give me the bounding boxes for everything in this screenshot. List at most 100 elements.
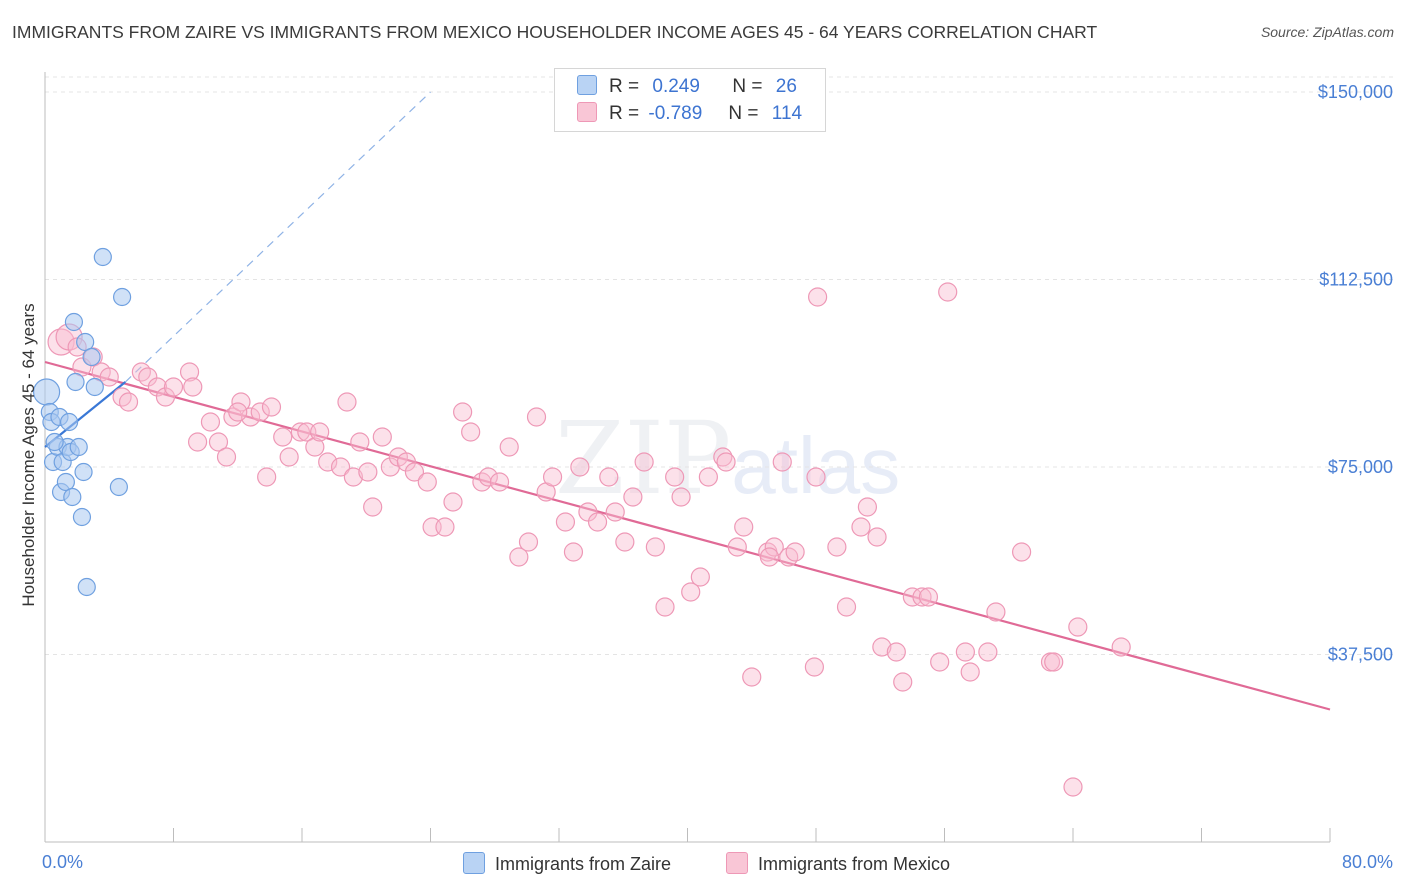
x-tick-label: 80.0% — [1342, 852, 1393, 872]
mexico-point — [250, 402, 270, 422]
mexico-point — [734, 517, 754, 537]
mexico-point — [526, 407, 547, 427]
mexico-point — [435, 517, 455, 537]
axis-labels: $37,500 $75,000 $112,500 $150,000 0.0% 80.0% H… — [19, 82, 1393, 872]
legend-n-label: N = — [732, 76, 763, 97]
legend-n-label: N = — [728, 103, 759, 124]
bottom-legend-swatch-zaire — [463, 852, 485, 874]
zaire-point — [74, 462, 93, 482]
legend-swatch-mexico — [577, 102, 597, 122]
bottom-legend-zaire: Immigrants from Zaire — [463, 852, 671, 875]
watermark-zip: ZIP — [555, 400, 732, 517]
mexico-point — [404, 462, 425, 482]
mexico-point — [163, 377, 184, 397]
mexico-point — [779, 547, 799, 567]
x-tick-label: 0.0% — [42, 852, 83, 872]
mexico-point — [99, 367, 119, 387]
mexico-point — [200, 412, 221, 432]
mexico-point — [690, 567, 710, 587]
mexico-point — [417, 472, 437, 492]
correlation-legend: R = 0.249 N = 26 R = -0.789 N = 114 — [554, 68, 826, 132]
mexico-point — [978, 642, 998, 662]
mexico-point — [563, 542, 584, 562]
mexico-point — [827, 537, 847, 557]
legend-row-mexico: R = -0.789 N = 114 — [577, 102, 802, 126]
mexico-point — [183, 377, 203, 397]
mexico-point — [542, 467, 563, 487]
mexico-point — [489, 472, 510, 492]
mexico-point — [599, 467, 619, 487]
mexico-point — [806, 467, 826, 487]
mexico-point — [257, 467, 277, 487]
mexico-point — [764, 537, 784, 557]
mexico-point — [570, 457, 590, 477]
mexico-point — [358, 462, 378, 482]
y-tick-label: $75,000 — [1328, 457, 1393, 477]
mexico-point — [955, 642, 975, 662]
mexico-point — [804, 657, 824, 677]
bottom-legend-label-zaire: Immigrants from Zaire — [495, 854, 672, 874]
mexico-point — [867, 527, 887, 547]
mexico-point — [912, 587, 932, 607]
mexico-point — [499, 437, 519, 457]
mexico-point — [1068, 617, 1088, 637]
mexico-point — [47, 328, 75, 356]
zaire-point — [82, 347, 101, 367]
mexico-point — [727, 537, 747, 557]
mexico-point — [808, 287, 828, 307]
mexico-point — [772, 452, 792, 472]
zaire-point — [56, 472, 75, 492]
mexico-point — [279, 447, 299, 467]
mexico-point — [555, 512, 576, 532]
mexico-points — [47, 282, 1131, 797]
zaire-point — [112, 287, 132, 307]
legend-r-label: R = — [609, 76, 640, 97]
mexico-point — [518, 532, 539, 552]
bottom-legend-mexico: Immigrants from Mexico — [726, 852, 950, 875]
zaire-point — [85, 377, 104, 397]
mexico-point — [216, 447, 237, 467]
mexico-point — [273, 427, 293, 447]
legend-row-zaire: R = 0.249 N = 26 — [577, 75, 797, 99]
mexico-point — [851, 517, 871, 537]
mexico-point — [350, 432, 370, 452]
zaire-point — [66, 372, 85, 392]
mexico-point — [261, 397, 282, 417]
mexico-point — [1044, 652, 1064, 672]
mexico-point — [290, 422, 310, 442]
y-tick-label: $37,500 — [1328, 645, 1393, 665]
zaire-point — [59, 412, 79, 432]
mexico-point — [938, 282, 958, 302]
mexico-point — [179, 362, 200, 382]
mexico-point — [986, 602, 1006, 622]
mexico-point — [665, 467, 685, 487]
mexico-point — [187, 432, 208, 452]
source-credit: Source: ZipAtlas.com — [1260, 24, 1394, 40]
mexico-point — [681, 582, 701, 602]
mexico-point — [118, 392, 139, 412]
legend-r-value-zaire: 0.249 — [652, 76, 700, 97]
legend-n-value-zaire: 26 — [775, 76, 797, 97]
mexico-point — [1063, 777, 1083, 797]
mexico-point — [241, 407, 261, 427]
mexico-point — [742, 667, 762, 687]
mexico-point — [318, 452, 338, 472]
y-tick-label: $150,000 — [1318, 82, 1393, 102]
zaire-points — [33, 247, 132, 597]
mexico-point — [453, 402, 473, 422]
y-tick-label: $112,500 — [1319, 270, 1393, 290]
mexico-point — [578, 502, 598, 522]
zaire-point — [64, 312, 84, 332]
mexico-point — [836, 597, 857, 617]
mexico-point — [930, 652, 950, 672]
legend-swatch-zaire — [577, 75, 597, 95]
mexico-point — [330, 457, 351, 477]
mexico-point — [372, 427, 392, 447]
mexico-point — [605, 502, 625, 522]
grid-lines — [45, 76, 1395, 655]
mexico-point — [337, 392, 357, 412]
mexico-point — [478, 467, 498, 487]
mexico-point — [655, 597, 675, 617]
mexico-point — [147, 377, 168, 397]
